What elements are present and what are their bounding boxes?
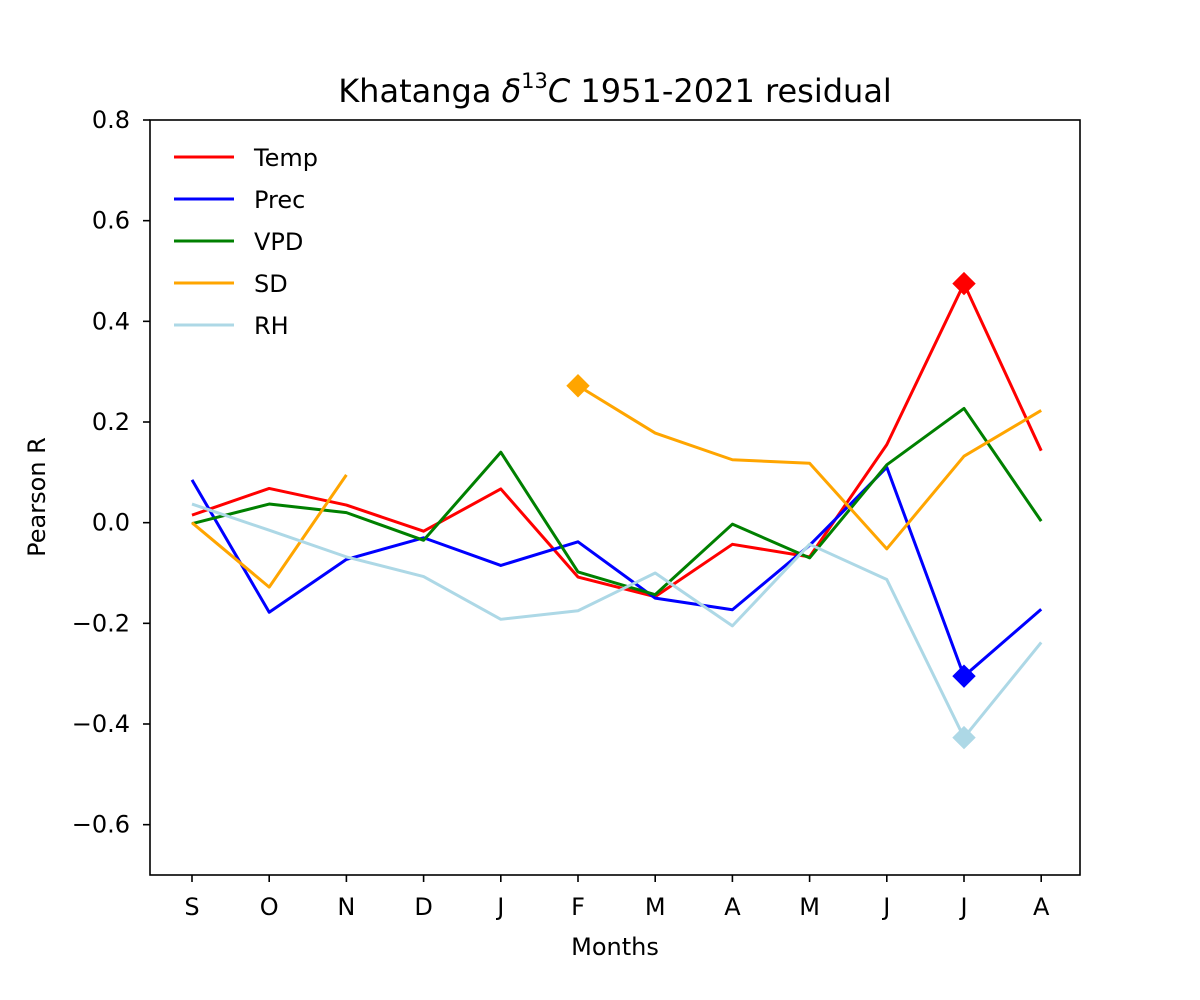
series-line-temp: [191, 282, 1043, 599]
y-tick-label: −0.2: [72, 609, 130, 637]
legend-label: RH: [254, 312, 289, 340]
x-axis-label: Months: [571, 933, 659, 961]
y-axis-label: Pearson R: [23, 437, 51, 557]
series-line-vpd: [191, 406, 1043, 597]
legend-item-rh: RH: [174, 312, 289, 340]
x-tick-label: M: [799, 893, 820, 921]
x-tick-label: O: [260, 893, 279, 921]
series-prec: [190, 465, 1043, 688]
y-tick-label: 0.8: [92, 106, 130, 134]
y-tick-label: 0.4: [92, 307, 130, 335]
series-sd: [191, 374, 1042, 589]
marker-prec-10: [952, 664, 976, 688]
y-ticks: −0.6 −0.4 −0.2 0.0 0.2 0.4 0.6 0.8: [72, 106, 150, 839]
x-tick-label: F: [571, 893, 585, 921]
x-tick-label: A: [724, 893, 741, 921]
series-layer: [190, 271, 1043, 750]
x-tick-label: D: [414, 893, 432, 921]
legend-item-temp: Temp: [174, 144, 318, 172]
series-line-sd: [191, 473, 348, 589]
legend: Temp Prec VPD SD RH: [174, 144, 318, 340]
x-tick-label: J: [495, 893, 504, 921]
marker-sd-5: [566, 374, 590, 398]
legend-label: SD: [254, 270, 288, 298]
y-tick-label: 0.6: [92, 207, 130, 235]
legend-label: VPD: [254, 228, 303, 256]
x-tick-label: J: [958, 893, 967, 921]
chart-title: Khatanga δ13C 1951-2021 residual: [338, 69, 892, 110]
plot-frame: [149, 119, 1081, 876]
x-tick-label: M: [645, 893, 666, 921]
x-tick-label: S: [184, 893, 199, 921]
marker-temp-10: [952, 271, 976, 296]
x-tick-label: N: [337, 893, 355, 921]
marker-rh-10: [952, 725, 976, 750]
series-vpd: [191, 406, 1043, 597]
series-line-sd: [577, 384, 1042, 551]
y-tick-label: 0.0: [92, 509, 130, 537]
series-line-rh: [191, 502, 1043, 740]
legend-item-sd: SD: [174, 270, 288, 298]
legend-label: Prec: [254, 186, 305, 214]
y-tick-label: −0.6: [72, 811, 130, 839]
legend-item-prec: Prec: [174, 186, 305, 214]
series-rh: [191, 502, 1043, 750]
y-tick-label: −0.4: [72, 710, 130, 738]
series-line-prec: [190, 465, 1043, 678]
legend-item-vpd: VPD: [174, 228, 303, 256]
legend-label: Temp: [253, 144, 318, 172]
x-tick-label: J: [881, 893, 890, 921]
series-temp: [191, 271, 1043, 599]
y-tick-label: 0.2: [92, 408, 130, 436]
x-tick-label: A: [1033, 893, 1050, 921]
